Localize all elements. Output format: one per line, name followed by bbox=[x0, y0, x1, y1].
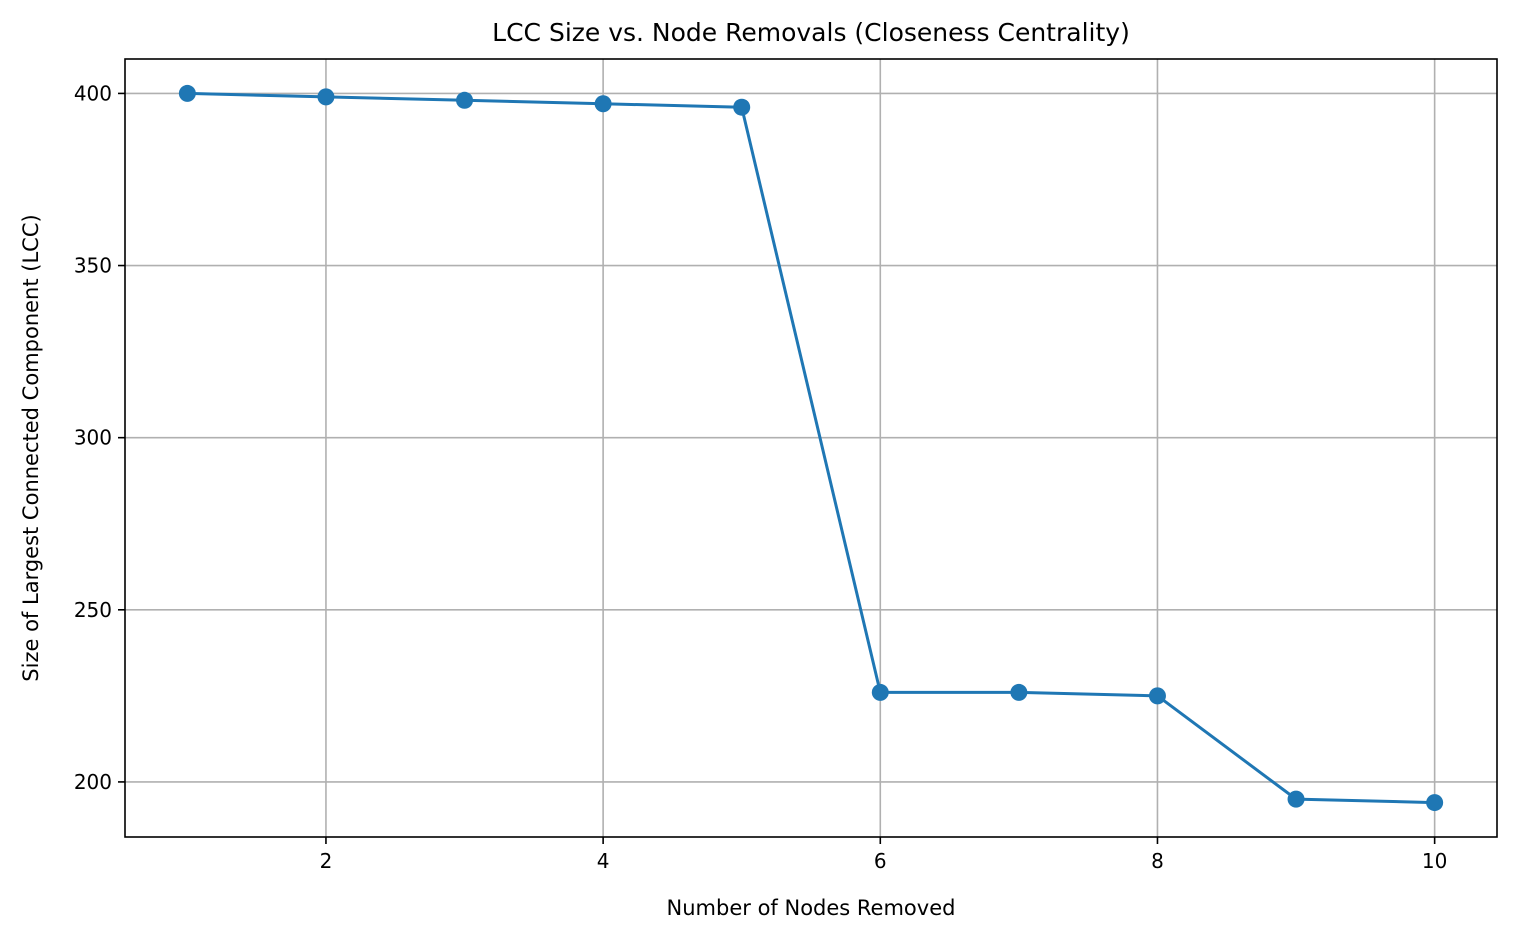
data-point bbox=[733, 98, 751, 116]
y-tick-label: 250 bbox=[74, 598, 112, 622]
series-layer bbox=[178, 84, 1444, 812]
x-tick-label: 2 bbox=[320, 849, 333, 873]
data-point bbox=[456, 91, 474, 109]
plot-frame bbox=[124, 58, 1498, 838]
data-point bbox=[317, 88, 335, 106]
data-point bbox=[1148, 687, 1166, 705]
x-axis-label: Number of Nodes Removed bbox=[667, 896, 956, 920]
data-point bbox=[1287, 790, 1305, 808]
x-tick-label: 10 bbox=[1422, 849, 1447, 873]
y-tick-label: 350 bbox=[74, 254, 112, 278]
ticks: 2 4 6 8 10 200 250 300 350 400 bbox=[74, 81, 1448, 873]
data-point bbox=[594, 95, 612, 113]
y-tick-label: 200 bbox=[74, 770, 112, 794]
y-tick-label: 400 bbox=[74, 81, 112, 105]
grid bbox=[125, 59, 1497, 837]
series-line bbox=[187, 91, 1435, 805]
data-point bbox=[871, 683, 889, 701]
data-point bbox=[1426, 794, 1444, 812]
y-tick-label: 300 bbox=[74, 426, 112, 450]
y-axis-label: Size of Largest Connected Component (LCC… bbox=[19, 214, 43, 681]
x-tick-label: 4 bbox=[597, 849, 610, 873]
data-point bbox=[178, 84, 196, 102]
data-point bbox=[1010, 683, 1028, 701]
chart-title: LCC Size vs. Node Removals (Closeness Ce… bbox=[492, 18, 1130, 47]
x-tick-label: 8 bbox=[1151, 849, 1164, 873]
x-tick-label: 6 bbox=[874, 849, 887, 873]
